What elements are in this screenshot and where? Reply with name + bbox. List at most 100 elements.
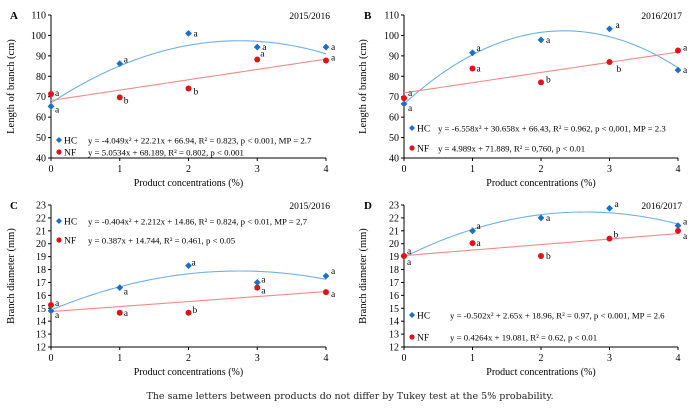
data-point-hc — [47, 102, 55, 110]
regression-equation-hc: y = -4.049x² + 22.21x + 66.94, R² = 0.82… — [88, 136, 312, 146]
x-tick-label: 4 — [324, 164, 329, 175]
data-point-hc — [606, 204, 613, 212]
significance-letter: a — [477, 44, 482, 54]
x-tick-label: 3 — [607, 353, 612, 364]
y-tick-label: 21 — [36, 226, 46, 237]
legend-label-nf: NF — [417, 145, 429, 155]
data-point-nf — [675, 227, 681, 234]
regression-equation-hc: y = -0.404x² + 2.212x + 14.86, R² = 0.82… — [88, 217, 308, 227]
y-tick-label: 60 — [389, 113, 399, 124]
x-tick-label: 1 — [470, 164, 475, 175]
significance-letter: a — [683, 44, 688, 54]
legend-marker-nf — [409, 334, 415, 340]
y-axis-title: Branch diameter (mm) — [358, 228, 369, 324]
data-point-nf — [323, 57, 329, 64]
y-tick-label: 15 — [36, 304, 46, 315]
data-point-nf — [48, 302, 54, 309]
significance-letter: a — [331, 290, 336, 300]
significance-letter: a — [407, 247, 412, 257]
y-tick-label: 22 — [389, 213, 399, 224]
panel-label: C — [10, 200, 18, 212]
x-tick-label: 1 — [470, 353, 475, 364]
x-tick-label: 2 — [186, 353, 191, 364]
significance-letter: a — [192, 259, 197, 269]
y-tick-label: 23 — [389, 201, 399, 212]
significance-letter: a — [683, 66, 688, 76]
significance-letter: a — [260, 50, 265, 60]
significance-letter: a — [124, 56, 129, 66]
y-tick-label: 18 — [389, 265, 399, 276]
data-point-nf — [606, 58, 613, 65]
data-point-nf — [401, 252, 407, 259]
legend-marker-nf — [56, 149, 62, 155]
legend-marker-hc — [56, 218, 62, 224]
x-tick-label: 0 — [402, 164, 407, 175]
data-point-hc — [674, 66, 682, 74]
panel-label: B — [364, 10, 372, 22]
significance-letter: a — [331, 267, 336, 277]
significance-letter: a — [124, 309, 129, 319]
y-tick-label: 80 — [389, 72, 399, 83]
x-tick-label: 0 — [402, 353, 407, 364]
significance-letter: b — [194, 88, 199, 98]
significance-letter: b — [546, 75, 551, 85]
significance-letter: a — [55, 311, 60, 321]
significance-letter: b — [124, 96, 129, 106]
legend-label-nf: NF — [64, 149, 76, 159]
significance-letter: a — [477, 222, 482, 232]
data-point-nf — [538, 79, 544, 86]
significance-letter: a — [262, 43, 267, 53]
chart-panel-a: A 2015/2016 40 50 60 70 80 90 100 110 0 1 2 3 4 Product… — [6, 10, 336, 189]
fit-line-nf — [403, 233, 679, 257]
data-point-hc — [116, 60, 124, 68]
significance-letter: a — [546, 36, 551, 46]
regression-equation-hc: y = -6.558x² + 30.658x + 66.43, R² = 0.9… — [438, 124, 666, 134]
regression-equation-nf: y = 4.989x + 71.889, R² = 0,760, p < 0.0… — [438, 144, 585, 154]
y-tick-label: 23 — [36, 201, 46, 212]
y-tick-label: 20 — [389, 239, 399, 250]
data-point-nf — [185, 309, 192, 316]
data-point-nf — [538, 252, 544, 259]
data-point-nf — [675, 47, 681, 54]
x-tick-label: 3 — [255, 164, 260, 175]
y-tick-label: 14 — [389, 317, 399, 328]
data-point-hc — [469, 49, 476, 57]
data-point-hc — [185, 262, 192, 270]
y-tick-label: 40 — [36, 154, 46, 165]
y-tick-label: 70 — [389, 92, 399, 103]
legend-marker-hc — [56, 137, 62, 143]
data-point-hc — [47, 307, 55, 315]
legend-label-nf: NF — [64, 237, 76, 247]
y-tick-label: 70 — [36, 92, 46, 103]
x-tick-label: 2 — [186, 164, 191, 175]
y-tick-label: 13 — [389, 330, 399, 341]
significance-letter: a — [477, 65, 482, 75]
y-tick-label: 15 — [389, 304, 399, 315]
data-point-nf — [606, 235, 613, 242]
y-tick-label: 20 — [36, 239, 46, 250]
significance-letter: a — [55, 89, 60, 99]
data-point-hc — [116, 284, 124, 292]
fit-line-hc — [50, 270, 327, 311]
significance-letter: a — [55, 105, 60, 115]
x-tick-label: 4 — [676, 164, 681, 175]
significance-letter: a — [408, 89, 413, 99]
regression-equation-nf: y = 0.4264x + 19.081, R² = 0.62, p < 0.0… — [450, 333, 597, 343]
significance-letter: b — [617, 65, 622, 75]
legend-label-hc: HC — [64, 218, 77, 228]
significance-letter: b — [193, 306, 198, 316]
data-point-nf — [185, 85, 192, 92]
y-tick-label: 50 — [389, 133, 399, 144]
season-label: 2015/2016 — [289, 12, 330, 22]
y-axis-title: Length of branch (cm) — [358, 39, 369, 134]
data-point-hc — [674, 222, 682, 230]
fit-line-hc — [403, 30, 679, 105]
x-tick-label: 3 — [607, 164, 612, 175]
data-point-hc — [185, 29, 192, 37]
legend-label-hc: HC — [64, 137, 77, 147]
x-tick-label: 1 — [117, 164, 122, 175]
significance-letter: a — [124, 288, 129, 298]
significance-letter: a — [615, 200, 620, 210]
data-point-hc — [322, 272, 330, 280]
